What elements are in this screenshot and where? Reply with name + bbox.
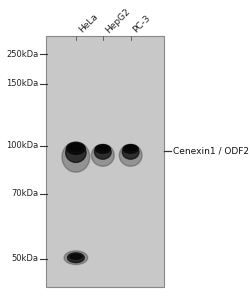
Text: PC-3: PC-3 (132, 14, 152, 34)
Text: HepG2: HepG2 (104, 6, 132, 34)
Text: 50kDa: 50kDa (12, 254, 39, 263)
Text: HeLa: HeLa (77, 12, 99, 34)
Ellipse shape (66, 143, 86, 162)
Text: 70kDa: 70kDa (12, 189, 39, 198)
Ellipse shape (91, 144, 114, 166)
Ellipse shape (122, 145, 139, 159)
Ellipse shape (67, 142, 85, 154)
Ellipse shape (95, 145, 110, 153)
Ellipse shape (62, 142, 90, 172)
Text: Cenexin1 / ODF2: Cenexin1 / ODF2 (173, 146, 249, 155)
Ellipse shape (64, 251, 88, 265)
Bar (46, 37, 164, 287)
Ellipse shape (119, 144, 142, 166)
Ellipse shape (68, 253, 84, 262)
Ellipse shape (123, 145, 138, 153)
Ellipse shape (125, 146, 136, 151)
Ellipse shape (70, 254, 82, 259)
Ellipse shape (97, 146, 109, 151)
Text: 150kDa: 150kDa (7, 79, 39, 88)
Text: 250kDa: 250kDa (7, 50, 39, 59)
Text: 100kDa: 100kDa (7, 141, 39, 150)
Ellipse shape (69, 143, 83, 151)
Ellipse shape (94, 145, 111, 159)
